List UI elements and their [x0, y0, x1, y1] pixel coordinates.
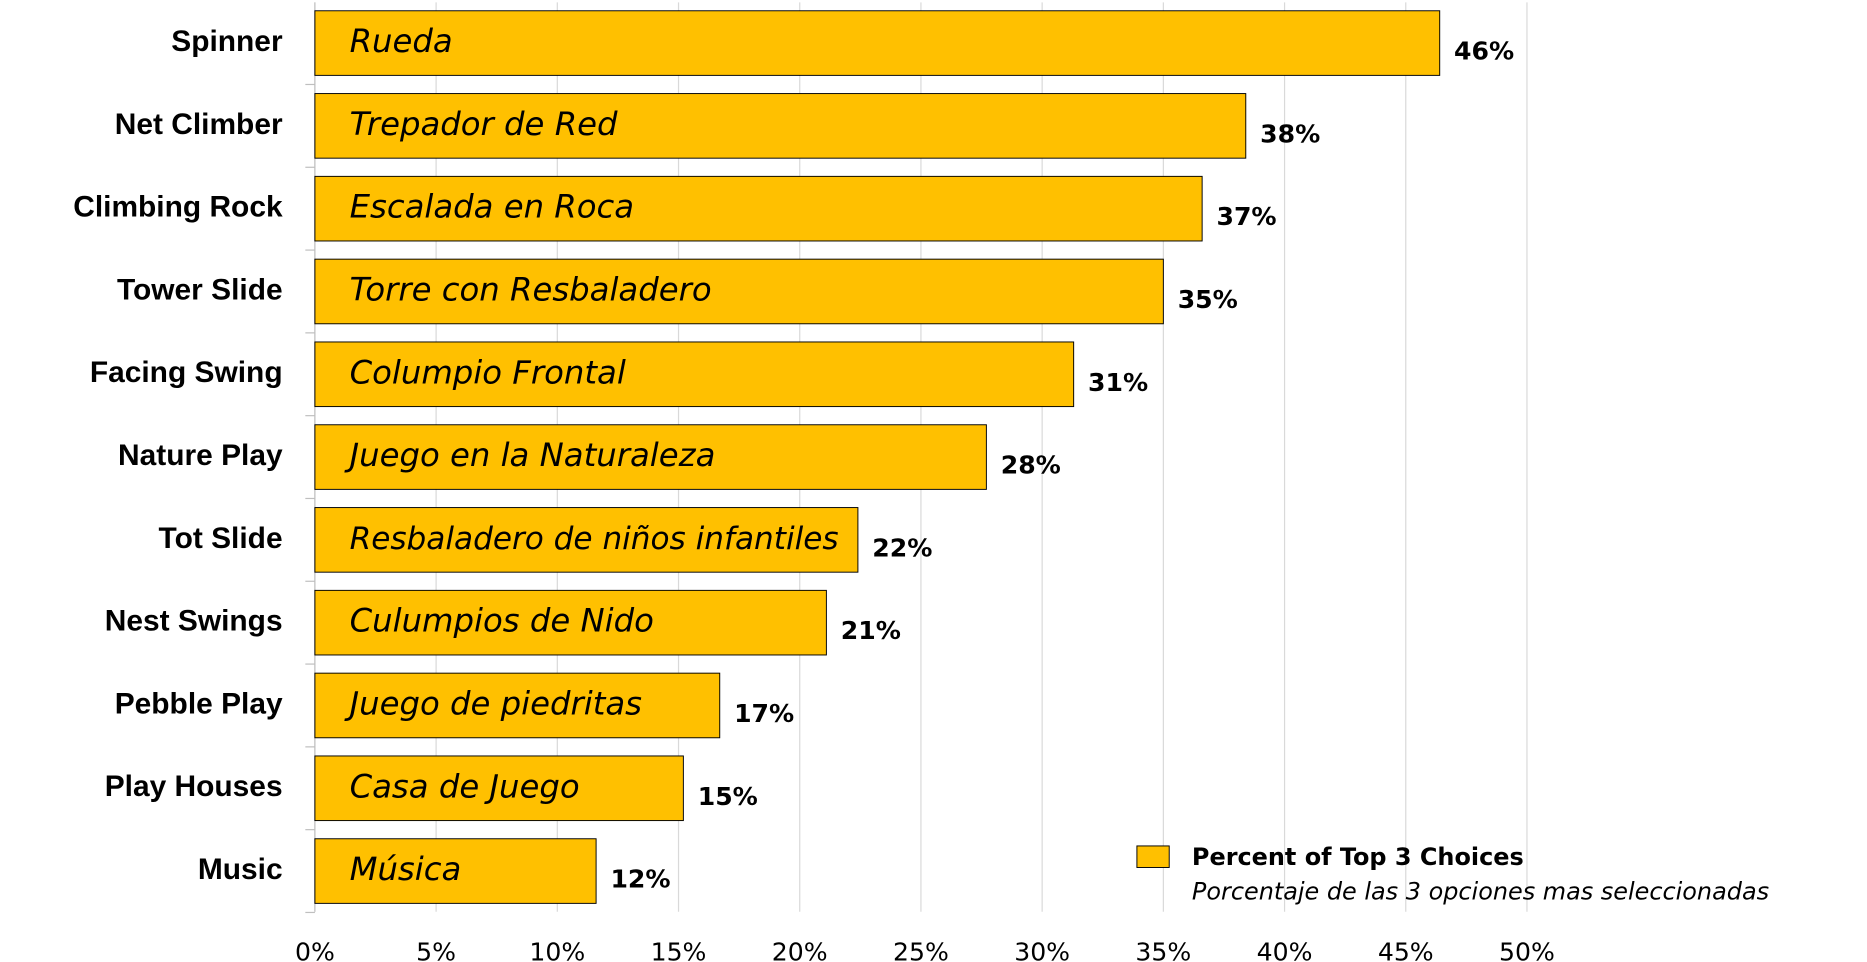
bar-subtitle: Torre con Resbaladero	[350, 270, 712, 308]
bar	[314, 93, 1247, 159]
value-label: 21%	[841, 616, 901, 645]
x-tick-label: 50%	[1499, 938, 1555, 962]
value-label: 15%	[698, 782, 758, 811]
bar	[314, 258, 1164, 325]
bar	[314, 10, 1441, 76]
bar	[314, 175, 1203, 242]
bar	[314, 838, 597, 904]
x-tick-label: 35%	[1135, 938, 1191, 962]
bar-subtitle: Escalada en Roca	[350, 188, 634, 226]
bar-subtitle: Culumpios de Nido	[350, 602, 654, 640]
bar	[314, 755, 684, 822]
bar-subtitle: Juego de piedritas	[344, 684, 643, 722]
x-tick-label: 5%	[416, 938, 456, 962]
category-label: Spinner	[171, 25, 283, 58]
category-label: Nest Swings	[105, 605, 283, 638]
value-label: 17%	[734, 699, 794, 728]
value-label: 28%	[1001, 451, 1061, 480]
x-tick-label: 0%	[295, 938, 335, 962]
bar	[314, 589, 827, 656]
bar	[314, 672, 721, 739]
x-tick-label: 30%	[1014, 938, 1070, 962]
bar	[314, 341, 1075, 408]
value-label: 22%	[872, 533, 932, 562]
category-label: Play Houses	[105, 770, 283, 803]
category-label: Climbing Rock	[73, 191, 283, 224]
bar	[314, 424, 987, 490]
category-label: Music	[198, 853, 283, 886]
legend-subtitle: Porcentaje de las 3 opciones mas selecci…	[1192, 878, 1769, 906]
category-label: Nature Play	[118, 439, 283, 472]
category-label: Tower Slide	[117, 273, 283, 306]
value-label: 12%	[610, 865, 670, 894]
x-tick-label: 40%	[1257, 938, 1313, 962]
x-tick-label: 45%	[1378, 938, 1434, 962]
value-label: 35%	[1178, 285, 1238, 314]
x-tick-label: 15%	[651, 938, 707, 962]
legend-label: Percent of Top 3 Choices	[1192, 843, 1524, 871]
legend-swatch	[1136, 845, 1170, 868]
bar-subtitle: Casa de Juego	[350, 767, 580, 805]
bar-subtitle: Resbaladero de niños infantiles	[350, 521, 839, 557]
bar	[314, 507, 859, 573]
x-tick-label: 10%	[529, 938, 585, 962]
value-label: 37%	[1216, 202, 1276, 231]
value-label: 31%	[1088, 368, 1148, 397]
category-label: Facing Swing	[90, 356, 283, 389]
category-label: Pebble Play	[115, 687, 283, 720]
bar-subtitle: Columpio Frontal	[350, 353, 626, 391]
value-label: 46%	[1454, 37, 1514, 66]
value-label: 38%	[1260, 119, 1320, 148]
bar-subtitle: Música	[350, 850, 462, 888]
category-label: Tot Slide	[159, 522, 283, 555]
x-tick-label: 25%	[893, 938, 949, 962]
bar-subtitle: Juego en la Naturaleza	[344, 436, 716, 474]
x-tick-label: 20%	[772, 938, 828, 962]
category-label: Net Climber	[115, 108, 283, 141]
bar-subtitle: Rueda	[350, 22, 453, 60]
bar-subtitle: Trepador de Red	[350, 105, 618, 143]
